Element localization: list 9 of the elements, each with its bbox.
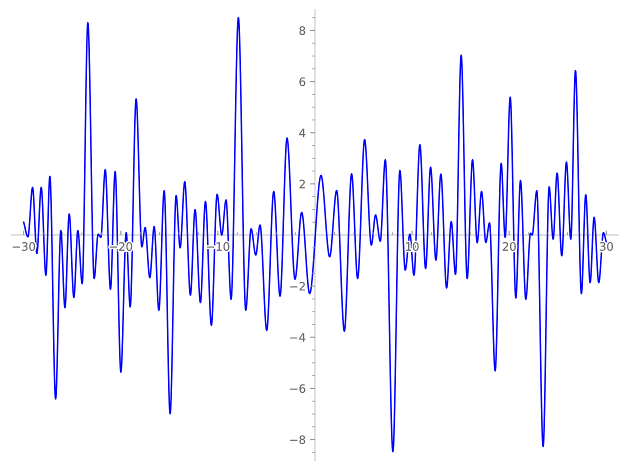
x-tick-label: −30 xyxy=(12,242,36,251)
y-tick-label: −6 xyxy=(290,384,306,393)
y-tick-label: 8 xyxy=(299,26,306,35)
y-tick-label: −4 xyxy=(290,333,306,342)
y-tick-label: −8 xyxy=(290,435,306,444)
y-tick-label: 6 xyxy=(299,77,306,86)
y-tick-label: 2 xyxy=(299,180,305,188)
y-tick-label: 4 xyxy=(299,128,306,138)
y-tick-label: −2 xyxy=(290,282,305,291)
